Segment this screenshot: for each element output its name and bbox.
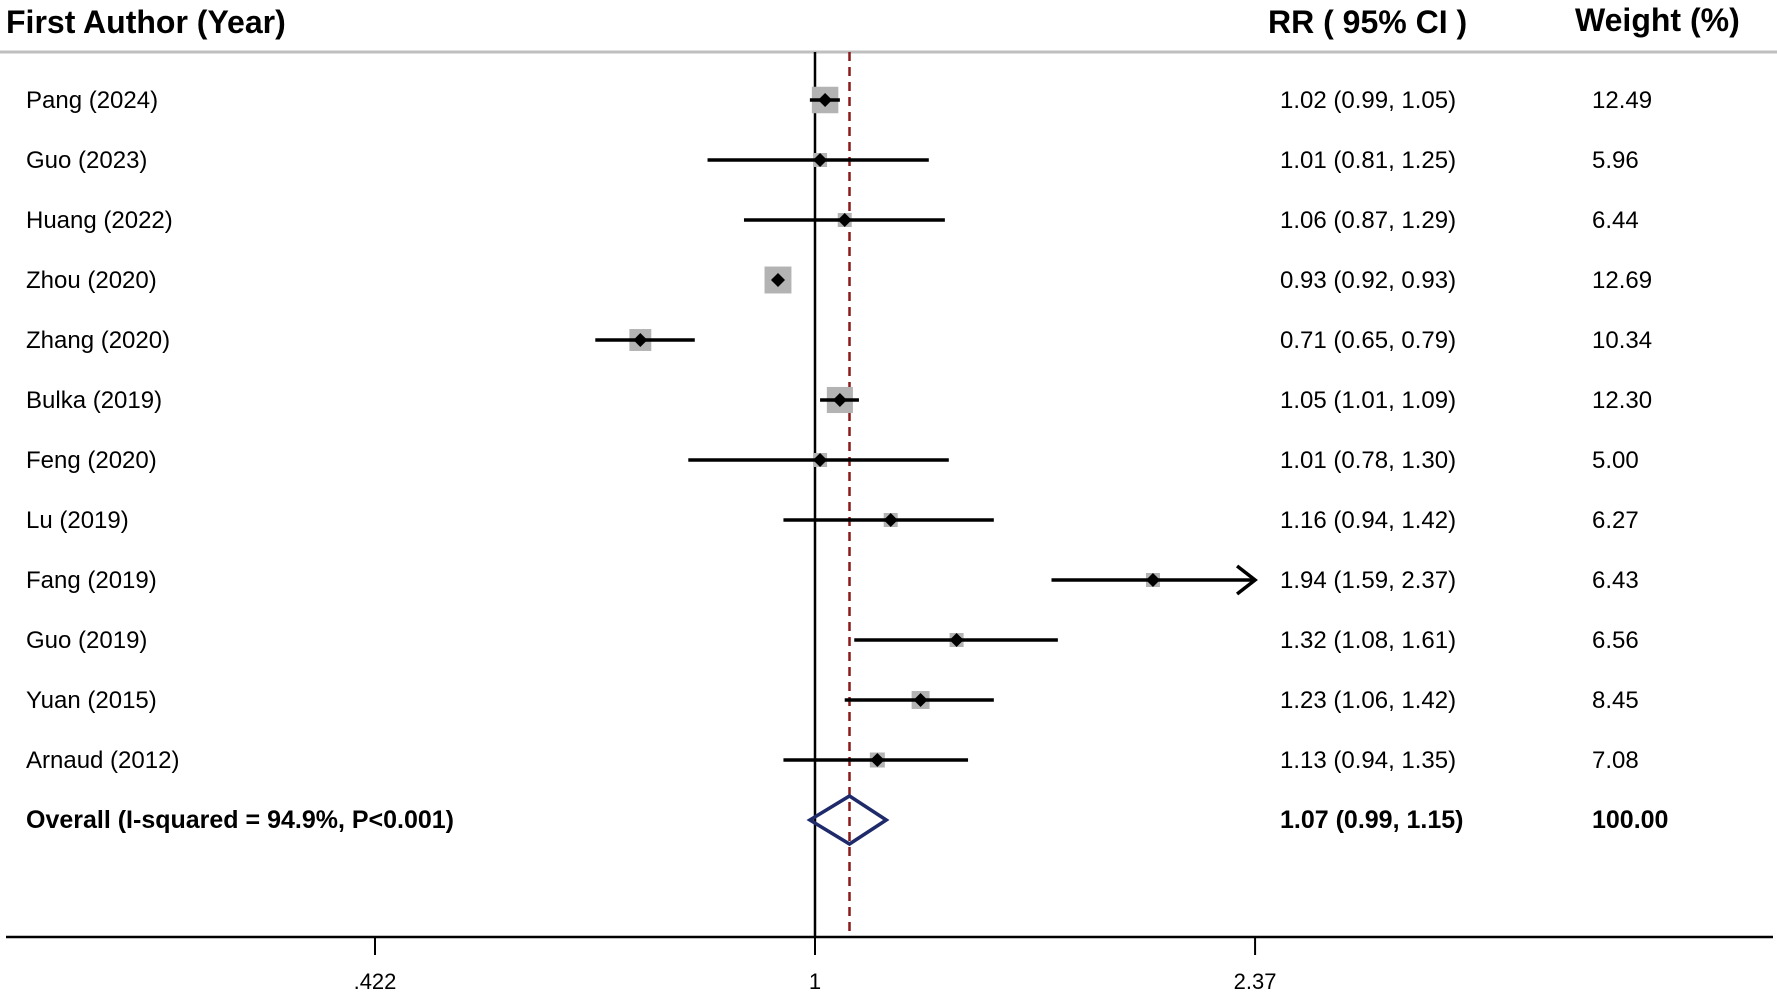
study-row: Guo (2019) 1.32 (1.08, 1.61) 6.56 <box>26 627 1639 654</box>
study-row: Guo (2023) 1.01 (0.81, 1.25) 5.96 <box>26 147 1639 174</box>
ci-value: 1.01 (0.78, 1.30) <box>1280 447 1456 474</box>
study-label: Fang (2019) <box>26 567 157 594</box>
study-label: Guo (2023) <box>26 147 147 174</box>
ci-value: 0.93 (0.92, 0.93) <box>1280 267 1456 294</box>
point-estimate <box>837 213 852 227</box>
overall-diamond <box>806 793 890 847</box>
ci-value: 1.05 (1.01, 1.09) <box>1280 387 1456 414</box>
header-study: First Author (Year) <box>6 4 286 40</box>
study-row: Fang (2019) 1.94 (1.59, 2.37) 6.43 <box>26 564 1639 596</box>
ci-value: 0.71 (0.65, 0.79) <box>1280 327 1456 354</box>
study-label: Guo (2019) <box>26 627 147 654</box>
ci-value: 1.13 (0.94, 1.35) <box>1280 747 1456 774</box>
point-estimate <box>813 453 828 467</box>
header-estimate: RR ( 95% CI ) <box>1268 4 1467 40</box>
study-row: Arnaud (2012) 1.13 (0.94, 1.35) 7.08 <box>26 747 1639 774</box>
overall-label: Overall (I-squared = 94.9%, P<0.001) <box>26 806 454 834</box>
overall-weight-value: 100.00 <box>1592 806 1668 834</box>
weight-value: 6.56 <box>1592 627 1639 654</box>
ci-value: 1.06 (0.87, 1.29) <box>1280 207 1456 234</box>
weight-value: 6.43 <box>1592 567 1639 594</box>
point-estimate <box>832 393 847 407</box>
x-tick-label: 1 <box>809 969 821 992</box>
study-row: Pang (2024) 1.02 (0.99, 1.05) 12.49 <box>26 86 1652 114</box>
study-label: Zhou (2020) <box>26 267 157 294</box>
x-tick-label: .422 <box>354 969 397 992</box>
weight-value: 10.34 <box>1592 327 1652 354</box>
point-estimate <box>1145 573 1160 587</box>
study-row: Lu (2019) 1.16 (0.94, 1.42) 6.27 <box>26 507 1639 534</box>
point-estimate <box>913 693 928 707</box>
point-estimate <box>883 513 898 527</box>
point-estimate <box>813 153 828 167</box>
weight-value: 6.44 <box>1592 207 1639 234</box>
ci-value: 1.16 (0.94, 1.42) <box>1280 507 1456 534</box>
overall-ci-value: 1.07 (0.99, 1.15) <box>1280 806 1463 834</box>
study-label: Arnaud (2012) <box>26 747 179 774</box>
ci-value: 1.32 (1.08, 1.61) <box>1280 627 1456 654</box>
weight-value: 12.30 <box>1592 387 1652 414</box>
study-row: Zhang (2020) 0.71 (0.65, 0.79) 10.34 <box>26 327 1652 354</box>
weight-value: 8.45 <box>1592 687 1639 714</box>
weight-value: 5.96 <box>1592 147 1639 174</box>
point-estimate <box>633 333 648 347</box>
study-label: Yuan (2015) <box>26 687 157 714</box>
study-row: Feng (2020) 1.01 (0.78, 1.30) 5.00 <box>26 447 1639 474</box>
point-estimate <box>818 93 833 107</box>
weight-value: 7.08 <box>1592 747 1639 774</box>
study-row: Yuan (2015) 1.23 (1.06, 1.42) 8.45 <box>26 687 1639 714</box>
ci-value: 1.02 (0.99, 1.05) <box>1280 87 1456 114</box>
ci-arrow <box>1235 564 1258 596</box>
point-estimate <box>770 273 785 287</box>
study-row: Zhou (2020) 0.93 (0.92, 0.93) 12.69 <box>26 266 1652 294</box>
weight-value: 6.27 <box>1592 507 1639 534</box>
ci-value: 1.94 (1.59, 2.37) <box>1280 567 1456 594</box>
reference-lines <box>813 52 851 937</box>
x-tick-label: 2.37 <box>1234 969 1277 992</box>
point-estimate <box>949 633 964 647</box>
point-estimate <box>870 753 885 767</box>
weight-value: 5.00 <box>1592 447 1639 474</box>
study-row: Huang (2022) 1.06 (0.87, 1.29) 6.44 <box>26 207 1639 234</box>
study-label: Pang (2024) <box>26 87 158 114</box>
ci-value: 1.01 (0.81, 1.25) <box>1280 147 1456 174</box>
weight-value: 12.49 <box>1592 87 1652 114</box>
x-axis: .422 1 2.37 <box>6 935 1773 992</box>
ci-value: 1.23 (1.06, 1.42) <box>1280 687 1456 714</box>
overall-row: Overall (I-squared = 94.9%, P<0.001) 1.07… <box>26 793 1668 847</box>
study-label: Bulka (2019) <box>26 387 162 414</box>
study-row: Bulka (2019) 1.05 (1.01, 1.09) 12.30 <box>26 386 1652 414</box>
header-weight: Weight (%) <box>1575 2 1740 38</box>
study-rows: Pang (2024) 1.02 (0.99, 1.05) 12.49 Guo (20… <box>26 86 1652 774</box>
study-label: Huang (2022) <box>26 207 173 234</box>
study-label: Lu (2019) <box>26 507 129 534</box>
study-label: Feng (2020) <box>26 447 157 474</box>
weight-value: 12.69 <box>1592 267 1652 294</box>
study-label: Zhang (2020) <box>26 327 170 354</box>
